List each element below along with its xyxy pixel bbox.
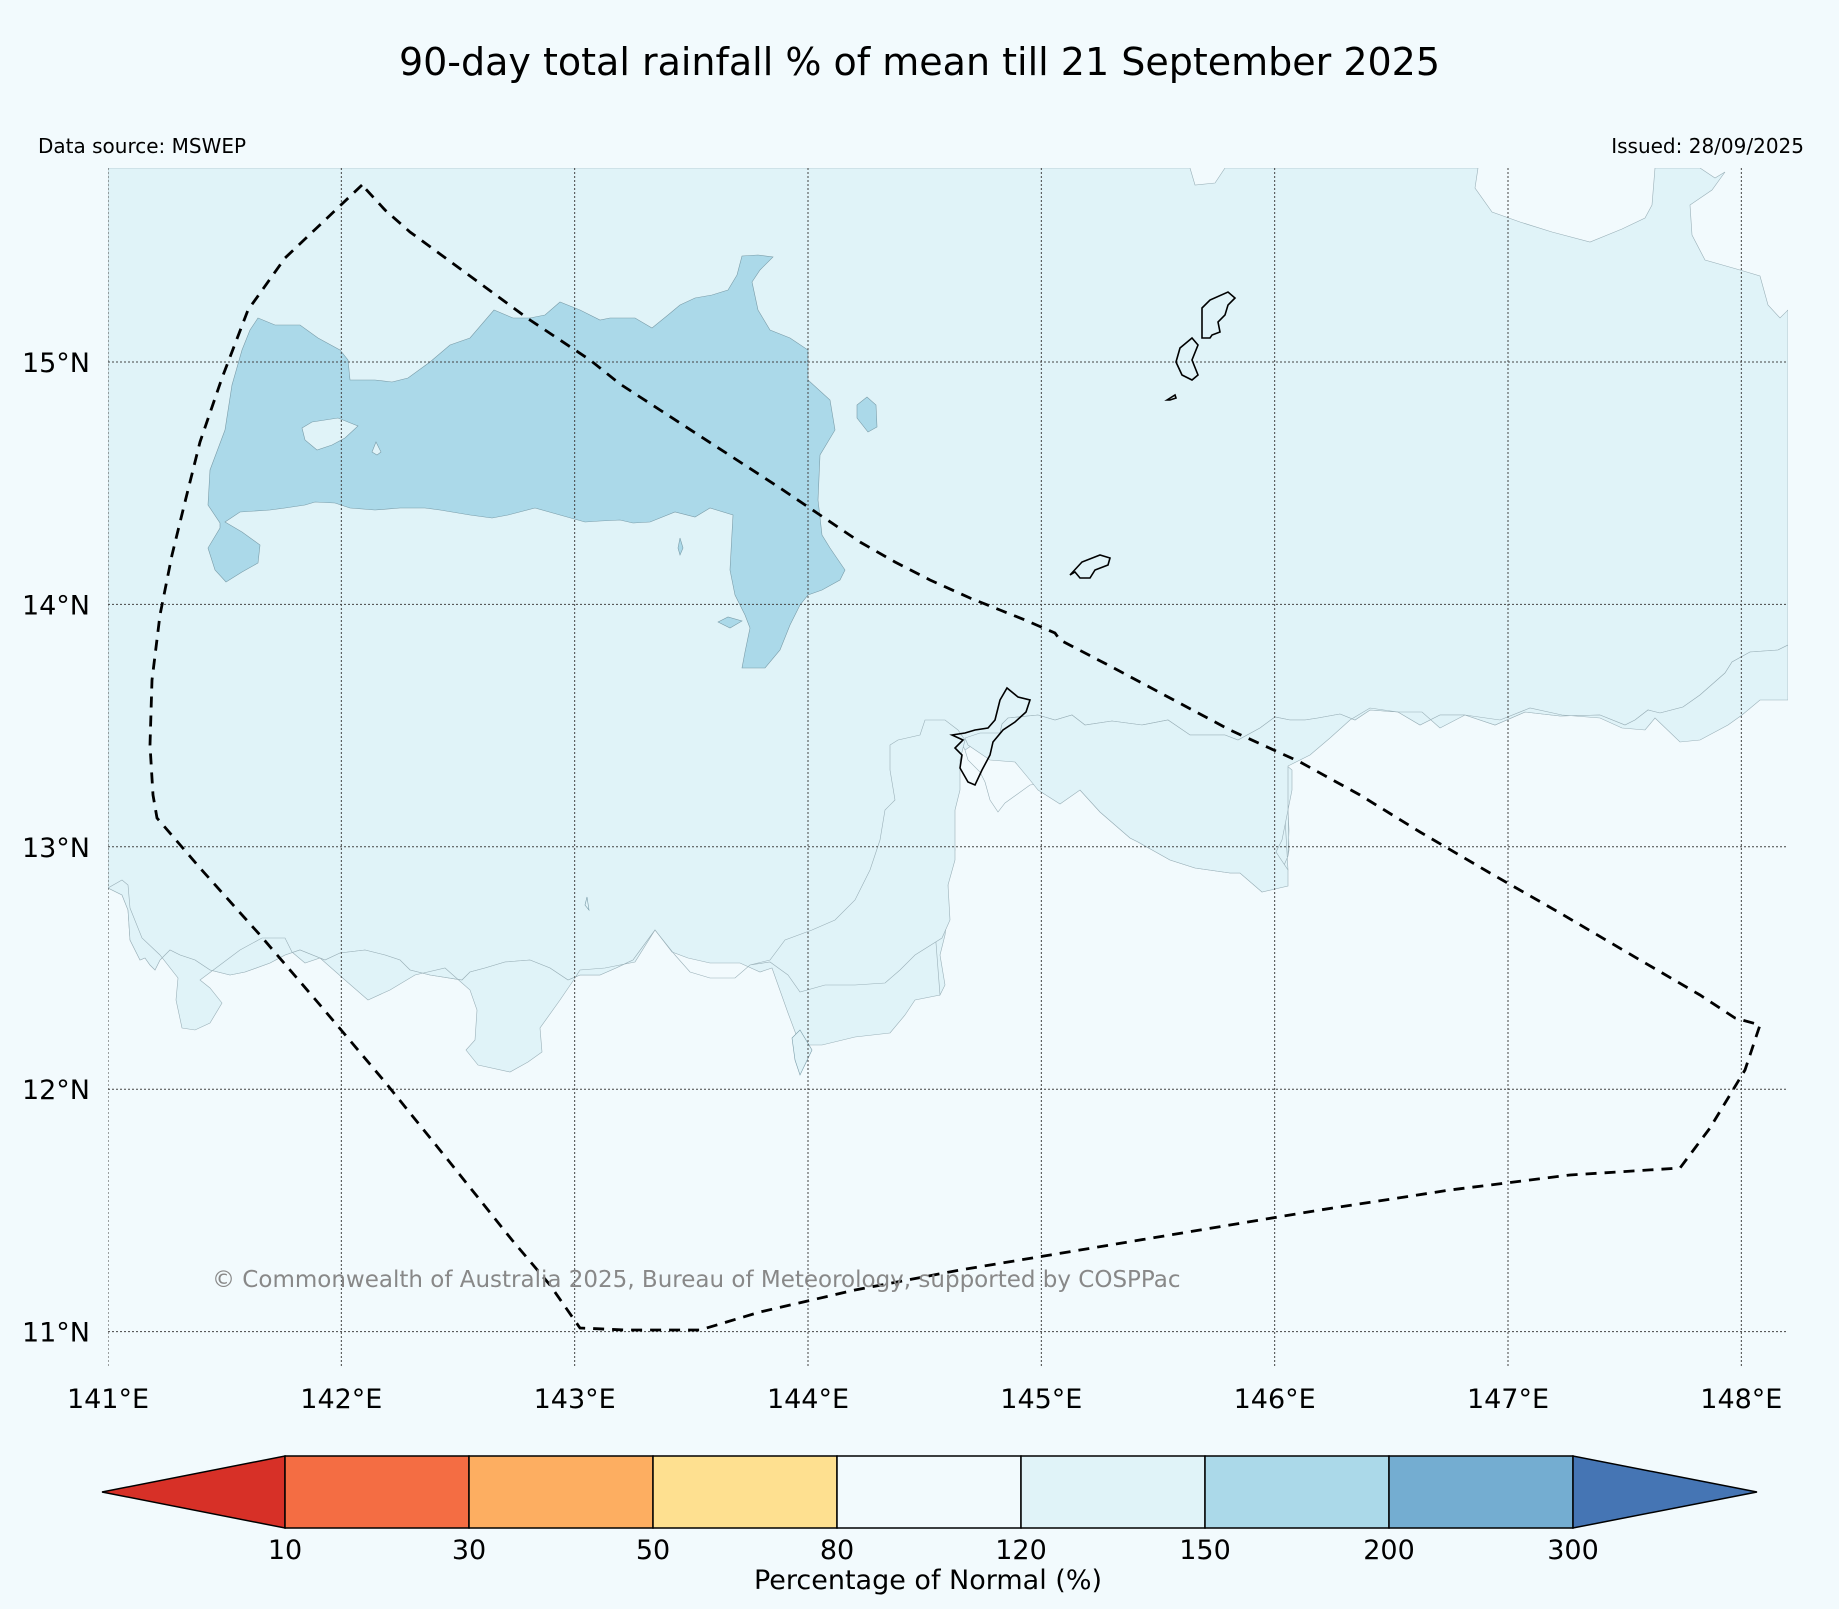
copyright-notice: © Commonwealth of Australia 2025, Bureau… — [212, 1267, 1181, 1293]
island-saipan — [1201, 291, 1237, 339]
colorbar-box — [1020, 1455, 1206, 1529]
longitude-tick-label: 142°E — [300, 1384, 382, 1415]
colorbar-box — [1204, 1455, 1390, 1529]
data-source-label: Data source: MSWEP — [38, 134, 247, 158]
colorbar-tick-labels: 10 30 50 80 120 150 200 300 — [268, 1535, 1599, 1566]
graticule — [108, 168, 1788, 1368]
rainfall-region-120-150-south — [108, 719, 966, 1073]
longitude-tick-label: 148°E — [1700, 1384, 1782, 1415]
colorbar-tick-label: 80 — [820, 1535, 854, 1566]
map-title: 90-day total rainfall % of mean till 21 … — [398, 40, 1441, 84]
colorbar-box — [284, 1455, 470, 1529]
longitude-tick-label: 147°E — [1467, 1384, 1549, 1415]
colorbar-box — [652, 1455, 838, 1529]
colorbar-title: Percentage of Normal (%) — [754, 1565, 1102, 1596]
colorbar-tick-label: 300 — [1547, 1535, 1599, 1566]
colorbar-tick-label: 200 — [1363, 1535, 1415, 1566]
longitude-tick-label: 146°E — [1234, 1384, 1316, 1415]
rainfall-island-blob-2 — [717, 616, 743, 629]
latitude-tick-label: 15°N — [22, 348, 90, 379]
colorbar-box — [836, 1455, 1022, 1529]
eez-boundary — [148, 183, 1762, 1332]
longitude-tick-label: 144°E — [767, 1384, 849, 1415]
colorbar-box — [1388, 1455, 1574, 1529]
rainfall-island-blob — [856, 396, 878, 433]
rainfall-island-blob-3 — [677, 537, 684, 556]
rainfall-island-blob-5 — [584, 896, 590, 912]
longitude-tick-label: 145°E — [1000, 1384, 1082, 1415]
island-aguijan — [1164, 393, 1178, 401]
issued-date-label: Issued: 28/09/2025 — [1611, 134, 1804, 158]
longitude-tick-labels: 141°E 142°E 143°E 144°E 145°E 146°E 147°E 148°E — [67, 1384, 1782, 1415]
rainfall-region-150-200 — [207, 254, 846, 669]
rainfall-hole-small — [371, 441, 382, 456]
colorbar-extend-high — [1572, 1455, 1758, 1529]
island-tinian — [1175, 336, 1199, 381]
colorbar-tick-label: 150 — [1179, 1535, 1231, 1566]
colorbar-tick-label: 10 — [268, 1535, 302, 1566]
colorbar-tick-label: 50 — [636, 1535, 670, 1566]
rainfall-region-120-150-east — [964, 644, 1788, 893]
colorbar — [101, 1455, 1758, 1529]
rainfall-hole-141-8 — [301, 417, 359, 451]
longitude-tick-label: 141°E — [67, 1384, 149, 1415]
latitude-tick-labels: 11°N 12°N 13°N 14°N 15°N — [22, 348, 90, 1349]
colorbar-box — [468, 1455, 654, 1529]
longitude-tick-label: 143°E — [534, 1384, 616, 1415]
rainfall-island-blob-4 — [791, 1029, 813, 1076]
latitude-tick-label: 11°N — [22, 1318, 90, 1349]
latitude-tick-label: 14°N — [22, 590, 90, 621]
colorbar-tick-label: 30 — [452, 1535, 486, 1566]
latitude-tick-label: 13°N — [22, 833, 90, 864]
colorbar-extend-low — [101, 1455, 286, 1529]
island-guam — [949, 686, 1032, 787]
island-rota — [1069, 554, 1111, 579]
colorbar-tick-label: 120 — [995, 1535, 1047, 1566]
latitude-tick-label: 12°N — [22, 1075, 90, 1106]
